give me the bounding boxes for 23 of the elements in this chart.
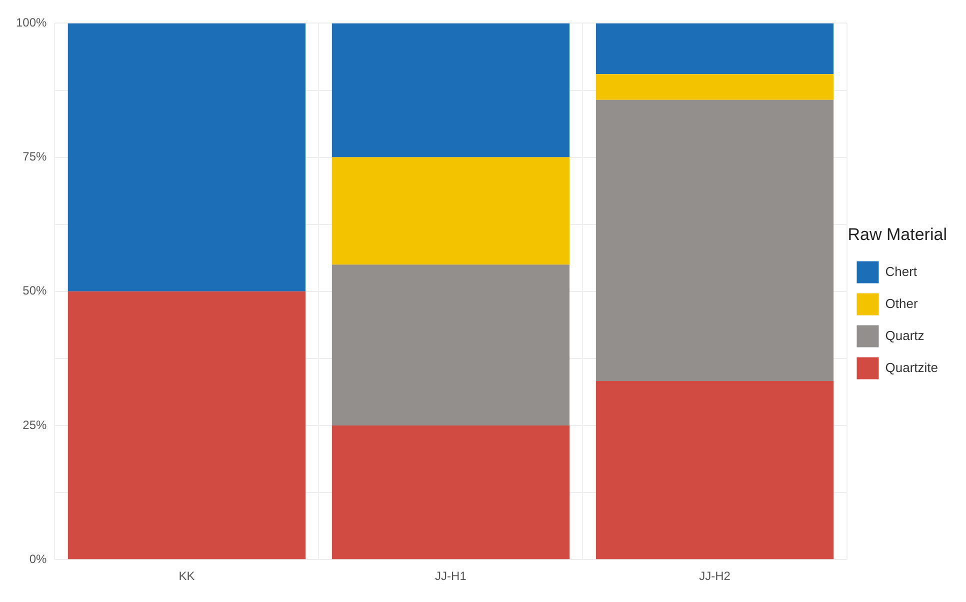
- bar: [332, 157, 570, 265]
- bar: [332, 426, 570, 560]
- legend-label: Quartz: [885, 328, 924, 343]
- y-tick-label: 100%: [16, 16, 48, 30]
- legend-label: Quartzite: [885, 360, 938, 375]
- bar: [596, 23, 834, 74]
- bar: [68, 291, 306, 560]
- legend-label: Other: [885, 296, 918, 311]
- bar: [332, 264, 570, 426]
- bar: [596, 74, 834, 100]
- x-tick-label: KK: [178, 569, 195, 584]
- y-tick-label: 75%: [22, 150, 48, 164]
- bar: [332, 23, 570, 158]
- bar: [596, 380, 834, 560]
- y-tick-label: 0%: [29, 552, 48, 566]
- bar: [68, 23, 306, 292]
- y-tick-label: 25%: [22, 418, 48, 432]
- x-tick-label: JJ-H1: [435, 569, 467, 584]
- x-tick-label: JJ-H2: [699, 569, 731, 584]
- y-tick-label: 50%: [22, 284, 48, 298]
- legend-title: Raw Material: [848, 224, 947, 244]
- legend-label: Chert: [885, 264, 918, 279]
- bar: [596, 100, 834, 381]
